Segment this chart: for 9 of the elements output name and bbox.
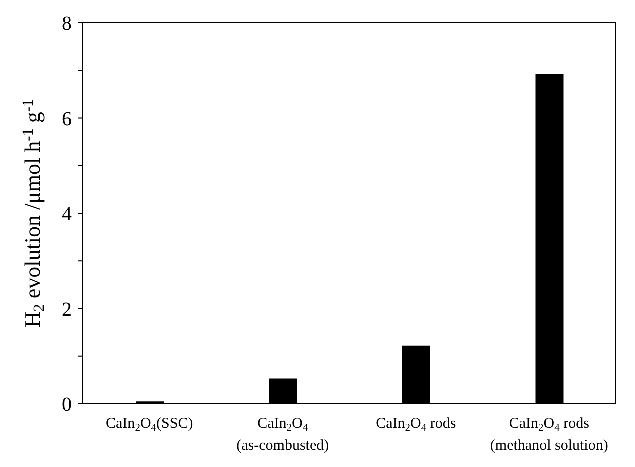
x-tick-label: CaIn$_{2}$O$_{4}$(SSC) [106, 416, 194, 434]
x-tick-label: CaIn$_{2}$O$_{4}$ rods (methanol solution) [490, 416, 608, 454]
y-tick-label: 0 [62, 394, 72, 416]
x-tick-label: CaIn$_{2}$O$_{4}$ rods [376, 416, 456, 434]
y-tick-label: 8 [62, 13, 72, 35]
x-tick-label: CaIn$_{2}$O$_{4}$ (as-combusted) [236, 416, 330, 454]
y-tick-label: 6 [62, 108, 72, 130]
y-tick-label: 2 [62, 298, 72, 321]
y-tick-label: 4 [62, 204, 72, 226]
